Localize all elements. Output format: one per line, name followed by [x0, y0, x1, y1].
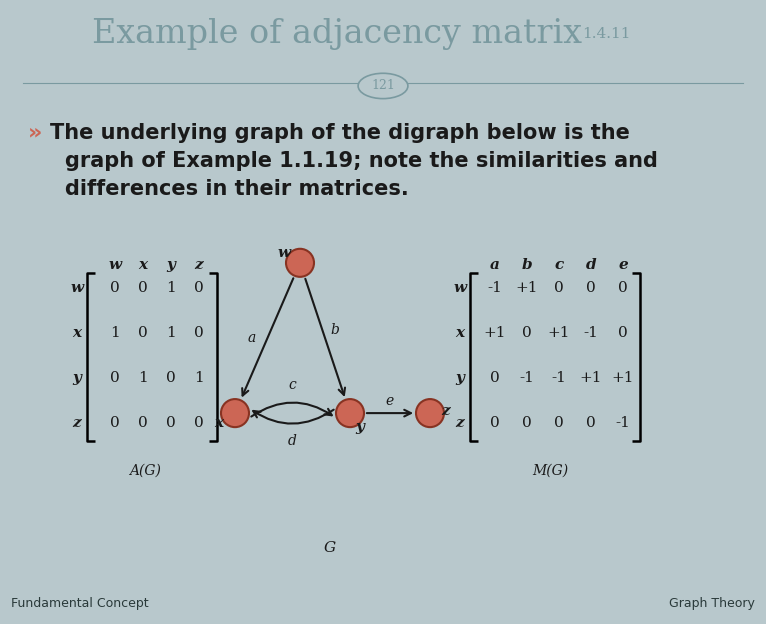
Text: -1: -1: [519, 371, 535, 385]
Text: x: x: [214, 416, 224, 430]
Text: x: x: [456, 326, 464, 340]
Text: 1.4.11: 1.4.11: [582, 27, 630, 41]
Text: y: y: [166, 258, 175, 272]
Text: -1: -1: [488, 281, 502, 295]
Text: 1: 1: [138, 371, 148, 385]
Ellipse shape: [358, 73, 408, 99]
Text: 1: 1: [110, 326, 119, 340]
Text: 0: 0: [522, 416, 532, 430]
FancyArrowPatch shape: [254, 410, 334, 424]
Text: +1: +1: [484, 326, 506, 340]
Text: +1: +1: [548, 326, 570, 340]
Text: G: G: [324, 542, 336, 555]
Text: 0: 0: [166, 416, 176, 430]
Text: 0: 0: [194, 416, 204, 430]
FancyArrowPatch shape: [251, 402, 332, 417]
Text: z: z: [442, 404, 450, 418]
Text: 0: 0: [110, 371, 119, 385]
Text: 0: 0: [138, 281, 148, 295]
Text: 0: 0: [522, 326, 532, 340]
Text: 0: 0: [194, 281, 204, 295]
Text: z: z: [195, 258, 203, 272]
Text: c: c: [289, 378, 296, 392]
Circle shape: [221, 399, 249, 427]
Text: e: e: [618, 258, 628, 272]
Text: 0: 0: [618, 281, 628, 295]
Text: Example of adjacency matrix: Example of adjacency matrix: [92, 18, 582, 51]
Text: The underlying graph of the digraph below is the: The underlying graph of the digraph belo…: [50, 122, 630, 142]
Text: 1: 1: [194, 371, 204, 385]
Text: b: b: [331, 323, 339, 337]
Text: 0: 0: [586, 416, 596, 430]
Text: -1: -1: [616, 416, 630, 430]
Text: 121: 121: [371, 79, 395, 92]
Text: e: e: [386, 394, 394, 408]
Text: x: x: [73, 326, 81, 340]
Text: d: d: [288, 434, 297, 448]
Text: differences in their matrices.: differences in their matrices.: [65, 178, 409, 198]
Text: +1: +1: [612, 371, 634, 385]
Text: graph of Example 1.1.19; note the similarities and: graph of Example 1.1.19; note the simila…: [65, 150, 658, 170]
Text: -1: -1: [552, 371, 566, 385]
Text: 1: 1: [166, 281, 176, 295]
Text: +1: +1: [580, 371, 602, 385]
Text: a: a: [247, 331, 256, 345]
Text: y: y: [456, 371, 464, 385]
Text: w: w: [70, 281, 83, 295]
Text: a: a: [490, 258, 500, 272]
Text: 0: 0: [110, 281, 119, 295]
Text: Graph Theory: Graph Theory: [669, 597, 755, 610]
Text: 0: 0: [490, 371, 500, 385]
Circle shape: [336, 399, 364, 427]
Text: x: x: [139, 258, 148, 272]
Text: +1: +1: [516, 281, 538, 295]
Text: 0: 0: [166, 371, 176, 385]
Text: y: y: [355, 420, 365, 434]
Text: y: y: [73, 371, 81, 385]
Text: 0: 0: [554, 416, 564, 430]
Text: 0: 0: [554, 281, 564, 295]
Text: 0: 0: [490, 416, 500, 430]
Text: 0: 0: [110, 416, 119, 430]
Text: 0: 0: [586, 281, 596, 295]
Text: -1: -1: [584, 326, 598, 340]
Text: w: w: [109, 258, 122, 272]
Text: b: b: [522, 258, 532, 272]
Circle shape: [286, 249, 314, 277]
Text: 0: 0: [138, 416, 148, 430]
Text: c: c: [555, 258, 564, 272]
Text: d: d: [586, 258, 596, 272]
Text: »: »: [28, 122, 42, 142]
Text: w: w: [277, 246, 290, 260]
Text: 0: 0: [618, 326, 628, 340]
Text: M(G): M(G): [532, 463, 568, 477]
Text: 1: 1: [166, 326, 176, 340]
Text: 0: 0: [194, 326, 204, 340]
Text: Fundamental Concept: Fundamental Concept: [11, 597, 149, 610]
Circle shape: [416, 399, 444, 427]
Text: A(G): A(G): [129, 463, 161, 477]
Text: w: w: [453, 281, 466, 295]
Text: z: z: [73, 416, 81, 430]
Text: z: z: [456, 416, 464, 430]
Text: 0: 0: [138, 326, 148, 340]
